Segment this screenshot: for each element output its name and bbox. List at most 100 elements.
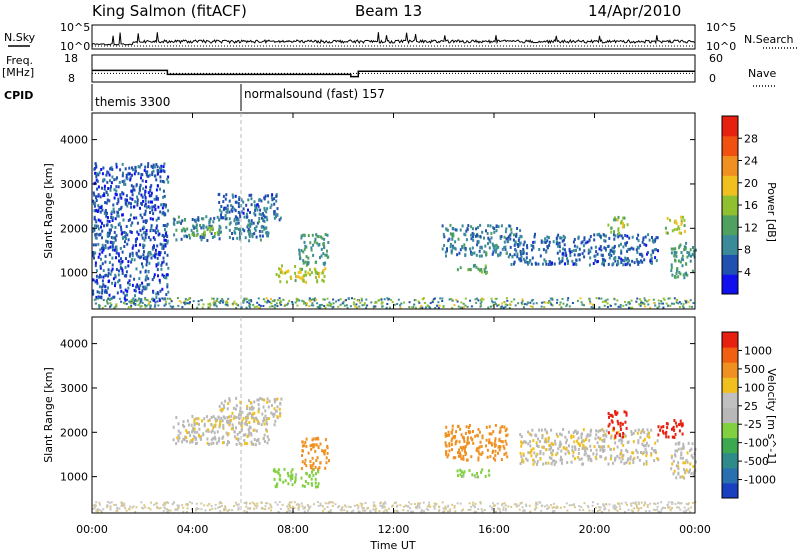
scatter-cell [216,441,219,445]
scatter-cell [300,249,303,253]
near-range-cell [154,304,157,307]
scatter-cell [126,177,129,181]
scatter-cell [656,236,659,240]
scatter-cell [569,254,572,258]
scatter-cell [480,444,483,448]
near-range-cell [361,304,364,307]
scatter-cell [162,210,165,214]
near-range-cell [644,501,647,504]
near-range-cell [288,501,291,504]
scatter-cell [195,437,198,440]
scatter-cell [636,251,639,254]
near-range-cell [497,303,500,306]
near-range-cell [213,300,215,303]
near-range-cell [282,298,285,301]
scatter-cell [463,246,466,250]
scatter-cell [561,252,564,256]
near-range-cell [143,298,146,301]
scatter-cell [107,246,110,250]
scatter-cell [114,236,117,240]
scatter-cell [155,296,158,300]
scatter-cell [643,438,646,441]
near-range-cell [162,510,165,513]
near-range-cell [245,306,248,309]
near-range-cell [287,302,290,305]
scatter-cell [276,405,279,409]
near-range-cell [140,501,143,504]
scatter-cell [303,240,306,244]
scatter-cell [665,231,668,235]
x-tick-label: 20:00 [579,523,611,536]
scatter-cell [299,276,302,280]
near-range-cell [474,506,476,509]
near-range-cell [98,508,101,511]
scatter-cell [622,263,625,267]
scatter-cell [483,268,486,271]
scatter-cell [155,252,158,256]
near-range-cell [304,302,307,305]
scatter-cell [315,472,317,476]
scatter-cell [291,468,294,472]
scatter-cell [618,456,621,460]
near-range-cell [316,302,319,305]
near-range-cell [297,508,300,511]
scatter-cell [96,210,99,213]
scatter-cell [580,457,583,461]
scatter-cell [614,410,617,414]
near-range-cell [163,502,166,505]
scatter-cell [519,433,522,436]
scatter-cell [683,218,686,222]
scatter-cell [645,243,648,247]
scatter-cell [561,458,563,462]
near-range-cell [387,298,390,301]
scatter-cell [324,449,327,453]
scatter-cell [620,251,623,255]
scatter-cell [484,474,487,478]
scatter-cell [258,441,261,445]
scatter-cell [279,414,282,418]
scatter-cell [520,235,523,239]
scatter-cell [166,241,169,245]
scatter-cell [134,294,136,298]
scatter-cell [545,448,548,452]
scatter-cell [248,193,251,197]
scatter-cell [106,198,109,202]
scatter-cell [619,242,622,246]
near-range-cell [543,505,546,508]
scatter-cell [672,247,675,251]
scatter-cell [498,448,501,452]
scatter-cell [510,263,513,266]
near-range-cell [121,501,124,504]
scatter-cell [263,215,266,219]
scatter-cell [487,224,490,228]
scatter-cell [141,289,144,293]
scatter-cell [472,238,475,242]
scatter-cell [271,193,274,197]
scatter-cell [446,455,449,459]
scatter-cell [572,431,575,435]
scatter-cell [155,292,158,296]
scatter-cell [683,476,686,480]
scatter-cell [686,451,689,455]
scatter-cell [505,237,508,241]
scatter-cell [654,256,657,260]
scatter-cell [274,470,277,474]
scatter-cell [218,201,221,204]
scatter-cell [564,452,567,456]
scatter-cell [519,234,522,238]
scatter-cell [490,236,493,240]
scatter-cell [101,243,104,247]
scatter-cell [212,441,215,445]
scatter-cell [279,474,282,478]
scatter-cell [136,237,138,241]
scatter-cell [493,230,496,234]
scatter-cell [276,482,278,486]
scatter-cell [301,484,304,488]
near-range-cell [338,505,341,508]
near-range-cell [565,502,568,505]
scatter-cell [650,261,653,265]
cpid-program-2: normalsound (fast) 157 [244,87,385,101]
scatter-cell [264,414,267,418]
scatter-cell [599,429,602,432]
scatter-cell [610,434,613,438]
